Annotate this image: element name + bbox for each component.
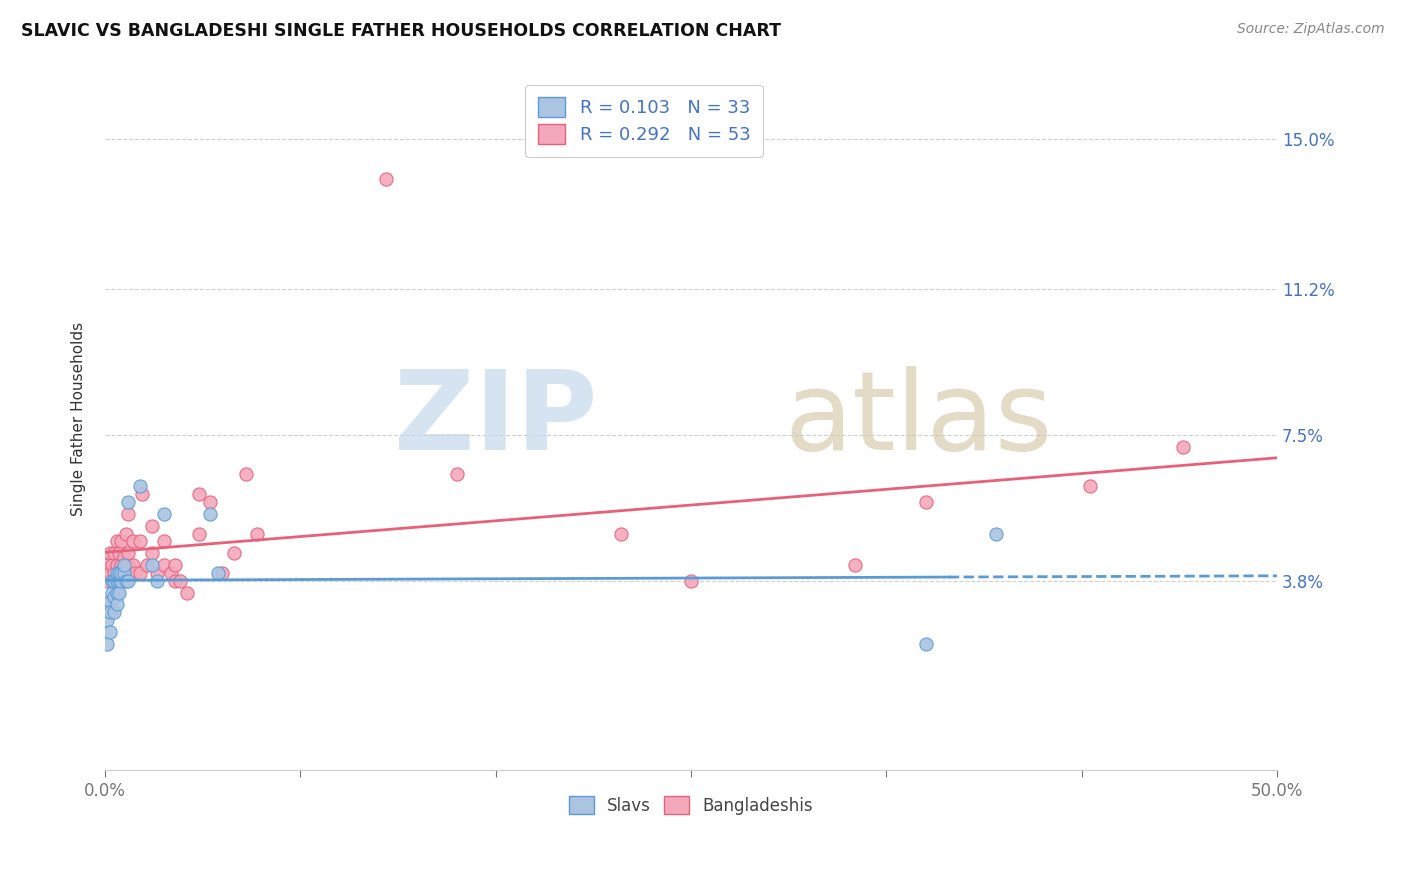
Point (115, 574, 138, 588)
Point (122, 534, 145, 549)
Point (122, 558, 145, 572)
Point (112, 566, 135, 580)
Point (105, 574, 128, 588)
Legend: Slavs, Bangladeshis: Slavs, Bangladeshis (558, 786, 824, 825)
Point (103, 574, 125, 588)
Point (141, 518, 163, 533)
Text: SLAVIC VS BANGLADESHI SINGLE FATHER HOUSEHOLDS CORRELATION CHART: SLAVIC VS BANGLADESHI SINGLE FATHER HOUS… (21, 22, 782, 40)
Point (110, 574, 132, 588)
Point (98, 625, 121, 640)
Point (145, 574, 167, 588)
Point (115, 526, 138, 541)
Point (110, 566, 132, 580)
Point (914, 495, 936, 509)
Point (117, 495, 139, 509)
Point (112, 566, 135, 580)
Point (124, 566, 146, 580)
Point (110, 558, 132, 572)
Point (98, 593, 121, 607)
Point (101, 585, 124, 599)
Point (165, 558, 187, 572)
Point (235, 467, 257, 482)
Point (222, 546, 245, 560)
Point (375, 172, 398, 186)
Point (129, 534, 152, 549)
Point (115, 558, 138, 572)
Point (117, 558, 139, 572)
Point (141, 546, 163, 560)
Point (187, 487, 209, 501)
Point (1078, 479, 1101, 493)
Point (176, 585, 198, 599)
Point (112, 558, 135, 572)
Point (112, 550, 135, 565)
Point (105, 566, 128, 580)
Point (207, 566, 229, 580)
Point (609, 526, 631, 541)
Point (117, 507, 139, 521)
Point (131, 487, 153, 501)
Point (159, 566, 181, 580)
Point (98, 606, 121, 620)
Text: Source: ZipAtlas.com: Source: ZipAtlas.com (1237, 22, 1385, 37)
Point (105, 574, 128, 588)
Point (136, 558, 159, 572)
Point (96, 637, 118, 651)
Point (200, 507, 222, 521)
Point (984, 526, 1007, 541)
Point (200, 495, 222, 509)
Point (98, 546, 121, 560)
Point (108, 574, 131, 588)
Point (211, 566, 233, 580)
Point (129, 566, 152, 580)
Point (844, 558, 866, 572)
Point (187, 526, 209, 541)
Point (145, 566, 167, 580)
Point (141, 558, 163, 572)
Point (108, 585, 131, 599)
Point (96, 598, 118, 612)
Point (101, 558, 124, 572)
Point (117, 574, 139, 588)
Point (446, 467, 468, 482)
Point (103, 546, 125, 560)
Point (152, 558, 174, 572)
Point (103, 566, 125, 580)
Point (105, 585, 128, 599)
Point (246, 526, 269, 541)
Point (108, 566, 131, 580)
Point (96, 613, 118, 627)
Point (169, 574, 191, 588)
Point (103, 606, 125, 620)
Point (103, 590, 125, 604)
Y-axis label: Single Father Households: Single Father Households (72, 322, 86, 516)
Point (110, 534, 132, 549)
Point (681, 574, 703, 588)
Point (108, 546, 131, 560)
Point (152, 507, 174, 521)
Point (914, 637, 936, 651)
Point (165, 574, 187, 588)
Point (101, 574, 124, 588)
Point (105, 598, 128, 612)
Text: ZIP: ZIP (394, 366, 598, 473)
Point (1173, 440, 1195, 454)
Point (96, 558, 118, 572)
Point (96, 574, 118, 588)
Point (98, 566, 121, 580)
Point (105, 534, 128, 549)
Point (117, 546, 139, 560)
Point (108, 566, 131, 580)
Point (105, 558, 128, 572)
Point (152, 534, 174, 549)
Point (129, 479, 152, 493)
Text: atlas: atlas (785, 366, 1053, 473)
